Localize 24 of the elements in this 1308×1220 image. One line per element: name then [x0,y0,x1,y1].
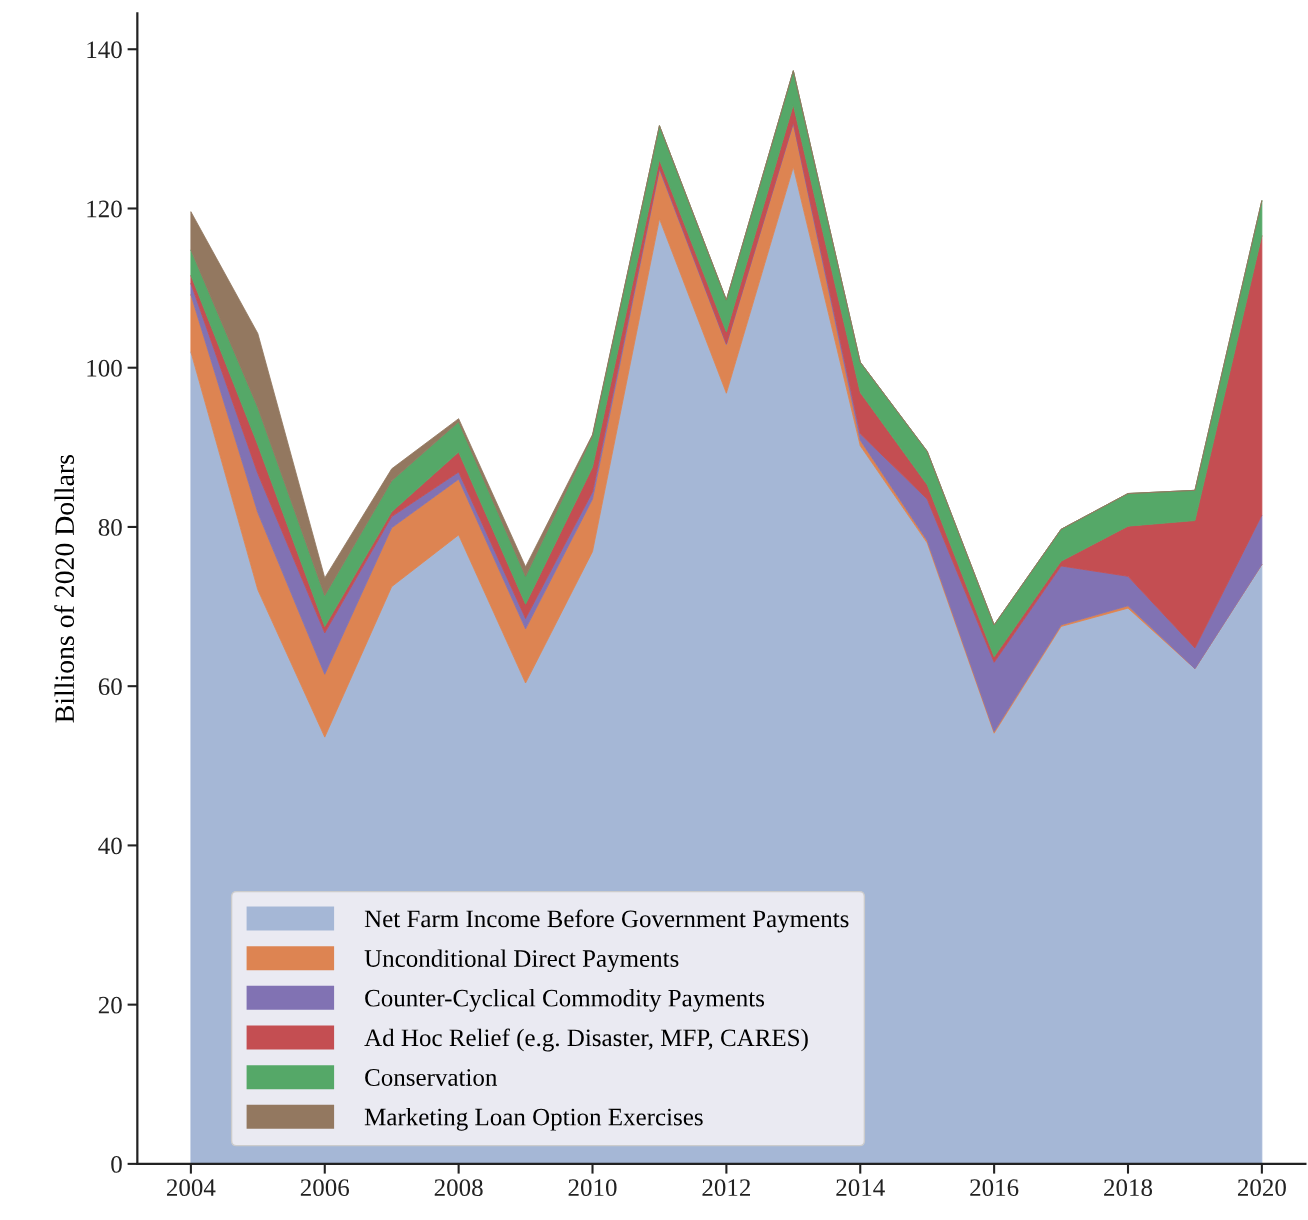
y-tick-label: 80 [98,519,122,536]
legend-label: Net Farm Income Before Government Payments [364,909,849,933]
y-tick-label: 100 [87,359,122,377]
x-tick-label: 2010 [568,1179,617,1197]
y-tick-label: 20 [98,996,122,1014]
x-tick-label: 2014 [836,1179,885,1197]
y-tick-label: 120 [87,200,122,218]
y-axis-title: Billions of 2020 Dollars [54,455,75,723]
legend-label: Ad Hoc Relief (e.g. Disaster, MFP, CARES) [364,1028,808,1052]
x-tick-label: 2006 [300,1179,350,1197]
x-tick-label: 2018 [1104,1179,1153,1197]
legend-label: Counter-Cyclical Commodity Payments [365,989,765,1012]
legend-label: Conservation [365,1069,498,1086]
x-tick-label: 2008 [434,1179,483,1197]
y-tick-label: 40 [98,837,122,855]
legend-label: Unconditional Direct Payments [364,949,679,973]
y-tick-label: 0 [111,1155,122,1173]
x-tick-label: 2004 [166,1179,216,1197]
legend-label: Marketing Loan Option Exercises [364,1107,703,1131]
x-tick-label: 2016 [970,1179,1019,1197]
y-tick-label: 140 [87,41,122,59]
x-tick-label: 2012 [702,1179,750,1197]
x-tick-label: 2020 [1237,1179,1286,1197]
y-tick-label: 60 [98,678,122,696]
